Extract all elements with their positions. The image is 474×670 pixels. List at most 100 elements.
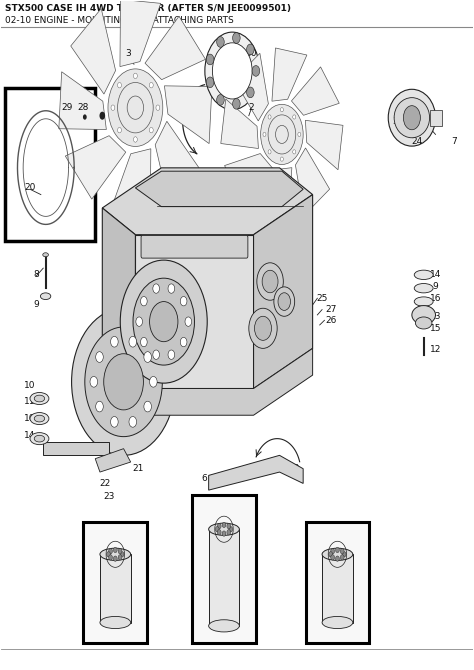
Circle shape	[268, 115, 296, 154]
Text: 15: 15	[430, 324, 441, 334]
Polygon shape	[120, 0, 161, 66]
Text: 28: 28	[212, 184, 224, 192]
Bar	[430, 110, 442, 126]
Polygon shape	[136, 172, 303, 206]
Text: 14: 14	[430, 270, 441, 279]
Ellipse shape	[415, 317, 432, 329]
Circle shape	[111, 105, 115, 111]
Text: 6: 6	[201, 474, 207, 483]
Circle shape	[127, 96, 144, 119]
Circle shape	[180, 297, 187, 306]
Text: 1: 1	[126, 234, 131, 243]
Bar	[322, 554, 353, 622]
Text: 02-10 ENGINE - MOUNTING AND ATTACHING PARTS: 02-10 ENGINE - MOUNTING AND ATTACHING PA…	[5, 16, 234, 25]
Circle shape	[206, 54, 214, 65]
Text: 27: 27	[326, 305, 337, 314]
Circle shape	[141, 297, 147, 306]
Circle shape	[118, 82, 121, 88]
Circle shape	[227, 523, 231, 529]
Polygon shape	[221, 99, 258, 149]
Circle shape	[281, 108, 283, 112]
Circle shape	[141, 338, 147, 347]
Circle shape	[336, 547, 339, 553]
Circle shape	[331, 555, 335, 560]
Ellipse shape	[30, 433, 49, 445]
Circle shape	[293, 150, 296, 154]
Polygon shape	[292, 67, 339, 115]
Text: 2: 2	[248, 103, 254, 112]
Text: 12: 12	[430, 345, 441, 354]
Circle shape	[113, 556, 117, 561]
Circle shape	[185, 317, 191, 326]
Circle shape	[156, 105, 160, 111]
Ellipse shape	[43, 253, 48, 257]
Text: 4: 4	[225, 190, 230, 199]
Circle shape	[281, 157, 283, 161]
Circle shape	[120, 551, 124, 557]
Circle shape	[129, 336, 137, 347]
Circle shape	[153, 350, 159, 359]
Circle shape	[72, 308, 175, 456]
Circle shape	[118, 82, 153, 133]
Bar	[306, 522, 369, 643]
Circle shape	[144, 352, 151, 362]
Ellipse shape	[209, 523, 239, 535]
Text: 20: 20	[24, 184, 36, 192]
Ellipse shape	[34, 436, 45, 442]
Polygon shape	[102, 168, 313, 234]
Circle shape	[108, 69, 163, 147]
Polygon shape	[109, 348, 313, 415]
Circle shape	[96, 352, 103, 362]
Text: 9: 9	[33, 300, 39, 310]
Circle shape	[149, 82, 153, 88]
Circle shape	[206, 77, 214, 88]
Ellipse shape	[394, 98, 429, 138]
Circle shape	[229, 527, 233, 532]
Circle shape	[255, 316, 272, 340]
Circle shape	[150, 302, 178, 342]
Circle shape	[246, 44, 254, 55]
Circle shape	[222, 531, 226, 536]
Circle shape	[90, 377, 98, 387]
Text: 24: 24	[411, 137, 422, 145]
Ellipse shape	[388, 89, 436, 146]
Circle shape	[129, 417, 137, 427]
Circle shape	[85, 327, 162, 437]
Circle shape	[222, 522, 226, 527]
Ellipse shape	[322, 616, 353, 628]
Bar	[192, 496, 256, 643]
Circle shape	[249, 308, 277, 348]
Ellipse shape	[414, 270, 433, 279]
Text: 10: 10	[24, 381, 36, 390]
Text: 3: 3	[126, 49, 131, 58]
Text: 17: 17	[227, 559, 238, 568]
Circle shape	[150, 377, 157, 387]
Circle shape	[107, 551, 110, 557]
Circle shape	[278, 293, 291, 310]
Bar	[5, 88, 95, 241]
Circle shape	[342, 551, 346, 557]
Circle shape	[136, 317, 143, 326]
Circle shape	[403, 106, 420, 130]
Circle shape	[298, 132, 301, 137]
Text: 14: 14	[24, 431, 36, 440]
Text: 28: 28	[78, 103, 89, 112]
Ellipse shape	[414, 283, 433, 293]
Text: 16: 16	[430, 294, 441, 304]
Circle shape	[246, 87, 254, 98]
Text: 30: 30	[246, 49, 257, 58]
Circle shape	[217, 37, 224, 48]
Circle shape	[227, 529, 231, 535]
Bar	[83, 522, 147, 643]
Polygon shape	[102, 208, 136, 389]
Polygon shape	[71, 9, 116, 94]
Ellipse shape	[412, 306, 436, 324]
Text: 22: 22	[99, 479, 110, 488]
Circle shape	[168, 284, 174, 293]
Polygon shape	[234, 54, 268, 121]
Polygon shape	[43, 442, 109, 456]
Text: 13: 13	[430, 312, 441, 322]
Circle shape	[215, 527, 219, 532]
Polygon shape	[95, 449, 131, 472]
Circle shape	[329, 551, 333, 557]
